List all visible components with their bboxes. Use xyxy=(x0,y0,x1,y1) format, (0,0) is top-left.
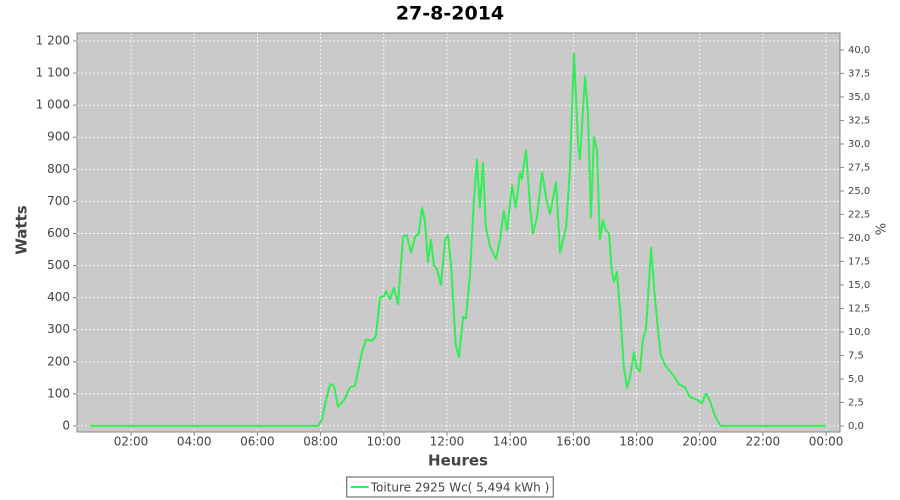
y-tick-label: 900 xyxy=(47,130,70,144)
y2-tick-label: 40,0 xyxy=(848,45,870,56)
legend-box xyxy=(346,476,554,498)
y-tick-label: 800 xyxy=(47,162,70,176)
y-tick-label: 700 xyxy=(47,194,70,208)
x-tick-label: 06:00 xyxy=(240,435,275,449)
series-line xyxy=(90,52,826,427)
y2-tick-label: 10,0 xyxy=(848,327,870,338)
y2-tick-label: 12,5 xyxy=(848,303,870,314)
y2-tick-label: 32,5 xyxy=(848,115,870,126)
x-tick-label: 00:00 xyxy=(809,435,844,449)
y2-tick-label: 37,5 xyxy=(848,68,870,79)
x-tick-label: 22:00 xyxy=(746,435,781,449)
x-tick-label: 08:00 xyxy=(303,435,338,449)
x-tick-label: 12:00 xyxy=(430,435,465,449)
y-tick-label: 300 xyxy=(47,322,70,336)
y-tick-label: 500 xyxy=(47,258,70,272)
y-tick-label: 200 xyxy=(47,354,70,368)
y2-tick-label: 17,5 xyxy=(848,256,870,267)
y-tick-label: 1 000 xyxy=(36,98,70,112)
x-tick-label: 14:00 xyxy=(493,435,528,449)
y2-tick-label: 35,0 xyxy=(848,92,870,103)
chart-title: 27-8-2014 xyxy=(396,3,504,25)
plot-area xyxy=(76,32,841,433)
x-axis-label: Heures xyxy=(428,452,488,470)
y2-tick-label: 2,5 xyxy=(848,397,864,408)
y-tick-label: 0 xyxy=(62,418,70,432)
y2-tick-label: 25,0 xyxy=(848,186,870,197)
y2-tick-label: 30,0 xyxy=(848,139,870,150)
y-tick-label: 1 200 xyxy=(36,34,70,48)
y2-tick-label: 0,0 xyxy=(848,421,864,432)
y2-tick-label: 5,0 xyxy=(848,374,864,385)
y-axis-label: Watts xyxy=(13,205,31,254)
y-tick-label: 400 xyxy=(47,290,70,304)
x-tick-label: 20:00 xyxy=(682,435,717,449)
y-tick-label: 1 100 xyxy=(36,66,70,80)
legend-label: Toiture 2925 Wc( 5,494 kWh ) xyxy=(370,481,550,495)
y-tick-label: 100 xyxy=(47,386,70,400)
x-tick-label: 02:00 xyxy=(114,435,149,449)
y2-tick-label: 7,5 xyxy=(848,350,864,361)
x-tick-label: 04:00 xyxy=(177,435,212,449)
x-tick-label: 10:00 xyxy=(366,435,401,449)
y2-tick-label: 15,0 xyxy=(848,280,870,291)
x-tick-label: 16:00 xyxy=(556,435,591,449)
y2-axis-label: % xyxy=(875,223,890,235)
y2-tick-label: 27,5 xyxy=(848,162,870,173)
y2-tick-label: 22,5 xyxy=(848,209,870,220)
y-tick-label: 600 xyxy=(47,226,70,240)
y2-tick-label: 20,0 xyxy=(848,233,870,244)
x-tick-label: 18:00 xyxy=(619,435,654,449)
